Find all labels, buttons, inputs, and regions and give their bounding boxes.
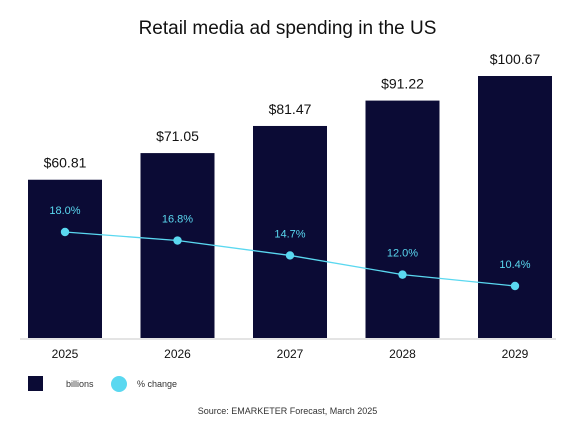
pct-change-point-2027 (285, 251, 295, 260)
pct-change-label-2029: 10.4% (499, 259, 530, 271)
bar-2028 (365, 100, 440, 339)
chart-title: Retail media ad spending in the US (138, 18, 437, 39)
pct-change-point-2025 (60, 227, 70, 237)
x-tick-label-2028: 2028 (389, 347, 416, 361)
bar-value-label-2026: $71.05 (156, 128, 199, 144)
bar-value-label-2029: $100.67 (490, 51, 541, 67)
x-tick-label-2025: 2025 (52, 347, 79, 361)
pct-change-point-2026 (173, 236, 182, 245)
bar-2029 (478, 76, 552, 338)
legend-swatch-billions (28, 376, 43, 391)
x-tick-label-2029: 2029 (502, 347, 529, 361)
legend-label-billions: billions (66, 379, 94, 389)
pct-change-point-2029 (510, 281, 520, 291)
legend-label-pct-change: % change (137, 379, 177, 389)
pct-change-label-2026: 16.8% (162, 214, 193, 226)
pct-change-label-2025: 18.0% (49, 205, 80, 217)
source-note: Source: EMARKETER Forecast, March 2025 (197, 406, 378, 416)
bar-value-label-2025: $60.81 (44, 155, 87, 171)
x-tick-label-2026: 2026 (164, 347, 191, 361)
x-tick-label-2027: 2027 (277, 347, 304, 361)
bar-2027 (253, 125, 327, 338)
pct-change-point-2028 (398, 270, 407, 279)
legend-swatch-pct-change (111, 376, 127, 392)
pct-change-label-2028: 12.0% (387, 248, 418, 260)
bar-value-label-2027: $81.47 (269, 101, 312, 117)
bar-value-label-2028: $91.22 (381, 76, 424, 92)
bar-2025 (28, 179, 102, 338)
bar-2026 (140, 153, 215, 338)
pct-change-label-2027: 14.7% (274, 228, 305, 240)
